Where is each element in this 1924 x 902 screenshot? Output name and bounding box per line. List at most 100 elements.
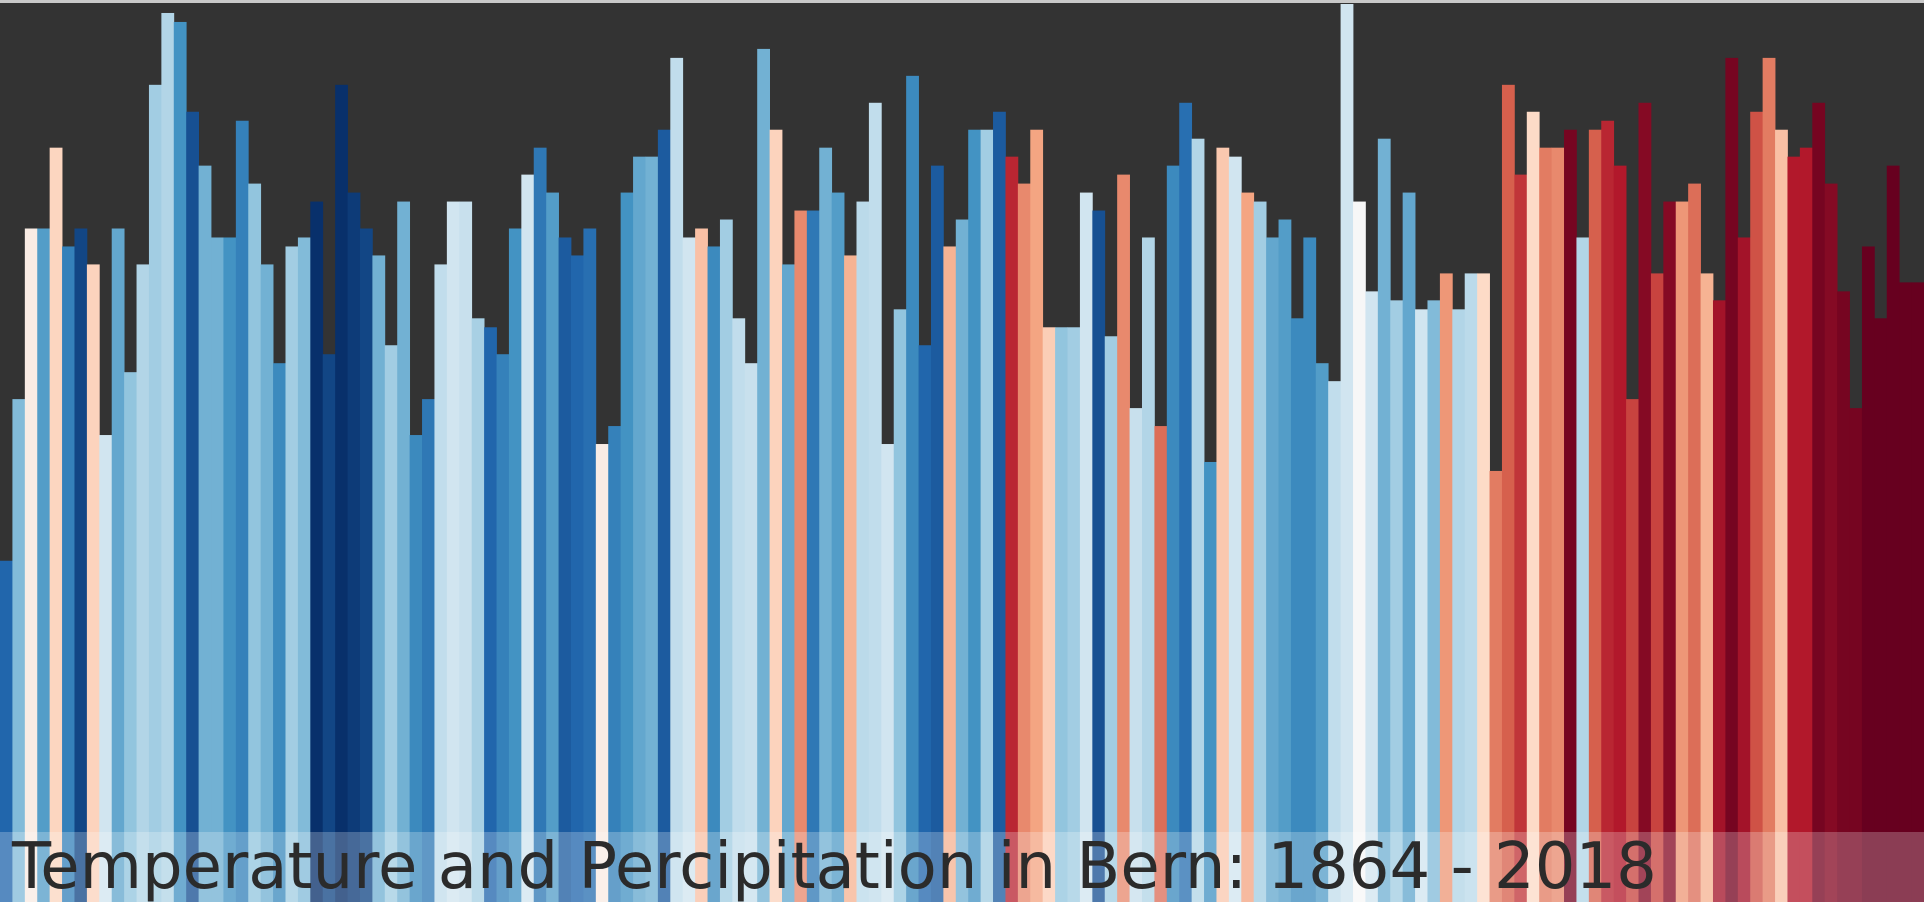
bar-1913: [608, 426, 622, 902]
bar-1984: [1489, 470, 1503, 902]
bar-1877: [161, 12, 175, 902]
bar-1876: [148, 84, 162, 902]
bar-1951: [1079, 192, 1093, 902]
bar-1946: [1017, 183, 1031, 902]
bar-1926: [769, 129, 783, 902]
bar-1904: [496, 354, 510, 902]
bar-2008: [1787, 156, 1801, 902]
bar-1959: [1179, 102, 1193, 902]
bar-1928: [794, 210, 808, 902]
bar-1962: [1216, 147, 1230, 902]
bar-2001: [1700, 273, 1714, 902]
bar-1972: [1340, 4, 1354, 902]
bar-1939: [930, 165, 944, 902]
bar-1917: [657, 129, 671, 902]
bar-1947: [1030, 129, 1044, 902]
bar-2006: [1762, 57, 1776, 902]
bar-2005: [1750, 111, 1764, 902]
bar-1976: [1390, 300, 1404, 902]
bar-1869: [62, 246, 75, 902]
bar-1902: [471, 318, 485, 902]
bar-2012: [1837, 291, 1850, 902]
bar-1996: [1638, 102, 1652, 902]
bar-1873: [111, 228, 125, 902]
bar-1987: [1526, 111, 1540, 902]
bar-1874: [124, 372, 137, 902]
bar-1935: [881, 444, 895, 902]
bar-1941: [955, 219, 969, 902]
bar-1895: [384, 345, 398, 902]
bar-2000: [1688, 183, 1701, 902]
bar-1888: [297, 237, 311, 902]
bar-1878: [173, 21, 187, 902]
bar-2010: [1812, 102, 1826, 902]
bar-1958: [1166, 165, 1180, 902]
bar-1989: [1551, 147, 1565, 902]
bar-1975: [1377, 138, 1391, 902]
bar-1982: [1464, 273, 1478, 902]
bar-1887: [285, 246, 299, 902]
bar-1970: [1315, 363, 1329, 902]
bar-1957: [1154, 426, 1168, 902]
bar-2016: [1886, 165, 1900, 902]
bar-1954: [1117, 174, 1130, 902]
bar-1871: [86, 264, 100, 902]
bar-1945: [1005, 156, 1019, 902]
bar-1889: [310, 201, 324, 902]
bar-1937: [906, 75, 919, 902]
bar-1882: [223, 237, 237, 902]
bar-1990: [1564, 129, 1577, 902]
bar-1886: [273, 363, 286, 902]
bar-1910: [570, 255, 584, 902]
bar-1978: [1415, 309, 1428, 902]
bar-2007: [1775, 129, 1788, 902]
bar-1883: [235, 120, 249, 902]
bar-2015: [1874, 318, 1888, 902]
bar-2017: [1899, 282, 1912, 902]
bar-2002: [1712, 300, 1726, 902]
bar-1906: [521, 174, 535, 902]
bar-1864: [0, 560, 13, 902]
bar-1891: [335, 84, 348, 902]
bar-2011: [1824, 183, 1838, 902]
bar-1985: [1501, 84, 1515, 902]
bar-1901: [459, 201, 473, 902]
bar-1968: [1290, 318, 1304, 902]
bar-1993: [1601, 120, 1615, 902]
bar-1964: [1241, 192, 1255, 902]
bar-1940: [943, 246, 957, 902]
bar-1952: [1092, 210, 1106, 902]
chart-title: Temperature and Percipitation in Bern: 1…: [12, 830, 1657, 902]
bar-1896: [397, 201, 411, 902]
bar-1916: [645, 156, 659, 902]
bar-1879: [186, 111, 199, 902]
bar-1932: [844, 255, 857, 902]
bar-1963: [1228, 156, 1242, 902]
bar-2014: [1861, 246, 1875, 902]
bar-1930: [819, 147, 833, 902]
bar-2009: [1799, 147, 1813, 902]
bar-1967: [1278, 219, 1292, 902]
bar-1992: [1588, 129, 1602, 902]
bar-1912: [595, 444, 609, 902]
bar-1979: [1427, 300, 1441, 902]
top-border-strip: [0, 0, 1924, 3]
bar-1934: [868, 102, 882, 902]
bar-1880: [198, 165, 212, 902]
bar-1908: [546, 192, 559, 902]
bar-1950: [1067, 327, 1081, 902]
bar-1898: [422, 399, 435, 902]
bar-1969: [1303, 237, 1317, 902]
bar-1931: [831, 192, 845, 902]
bar-1905: [508, 228, 522, 902]
bar-1948: [1042, 327, 1056, 902]
bar-1911: [583, 228, 597, 902]
bar-2013: [1849, 408, 1863, 902]
bar-1875: [136, 264, 150, 902]
bar-1922: [719, 219, 733, 902]
bar-2018: [1911, 282, 1924, 902]
bar-1900: [446, 201, 460, 902]
bar-1923: [732, 318, 746, 902]
bar-1965: [1253, 201, 1267, 902]
